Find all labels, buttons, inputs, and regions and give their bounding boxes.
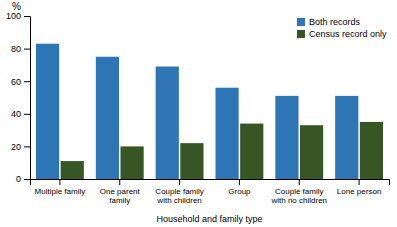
tick-label: Multiple family — [35, 187, 86, 196]
tick-label-line: Multiple family — [35, 187, 86, 196]
tick-label-line: One parent — [100, 187, 141, 196]
tick-mark — [24, 16, 30, 17]
bar — [275, 96, 298, 179]
legend-swatch — [297, 30, 305, 38]
tick-mark — [359, 179, 360, 185]
tick: One parentfamily — [100, 179, 141, 205]
tick: Multiple family — [35, 179, 86, 196]
tick: 80 — [11, 44, 30, 54]
x-axis-title: Household and family type — [156, 214, 262, 224]
legend-item: Census record only — [297, 29, 387, 39]
tick-label-line: with no children — [270, 196, 327, 205]
bar — [36, 44, 59, 179]
bar — [96, 57, 119, 179]
tick-mark — [299, 179, 300, 185]
tick-label: 60 — [11, 77, 21, 87]
tick-label: 0 — [16, 174, 21, 184]
tick-mark — [24, 179, 30, 180]
tick-label: One parentfamily — [100, 187, 141, 205]
tick-label: Lone person — [337, 187, 381, 196]
tick-label: 80 — [11, 44, 21, 54]
bar — [335, 96, 358, 179]
tick-label: 40 — [11, 109, 21, 119]
tick-label: 100 — [6, 11, 21, 21]
tick: 100 — [6, 11, 30, 21]
tick-label-line: Lone person — [337, 187, 381, 196]
chart: 0 20 40 60 80 100 Multiple family One parentfam… — [0, 0, 397, 227]
tick: Lone person — [337, 179, 381, 196]
legend-item: Both records — [297, 17, 361, 27]
bar — [180, 143, 203, 179]
bar — [215, 88, 238, 179]
legend: Both records Census record only — [297, 17, 387, 39]
tick-mark — [24, 49, 30, 50]
plot: 0 20 40 60 80 100 Multiple family One parentfam… — [6, 11, 390, 205]
tick-mark — [119, 179, 120, 185]
legend-label: Both records — [309, 17, 361, 27]
tick-mark — [24, 114, 30, 115]
legend-swatch — [297, 18, 305, 26]
tick-label-line: Couple family — [155, 187, 203, 196]
x-axis: Multiple family One parentfamily Couple fa… — [31, 179, 390, 205]
tick-mark — [24, 146, 30, 147]
tick-mark — [239, 179, 240, 185]
tick-label: Couple familywith children — [155, 187, 203, 205]
tick-label-line: family — [109, 196, 130, 205]
y-axis-title: % — [12, 1, 21, 12]
tick-label-line: Couple family — [275, 187, 323, 196]
legend-label: Census record only — [309, 29, 387, 39]
tick-mark — [24, 81, 30, 82]
tick-mark — [59, 179, 60, 185]
tick-mark — [179, 179, 180, 185]
bar — [300, 125, 323, 179]
tick: Group — [228, 179, 251, 196]
bar — [120, 146, 143, 179]
bar — [61, 161, 84, 179]
axis-line — [24, 17, 31, 180]
tick: 0 — [16, 174, 30, 184]
tick: 20 — [11, 142, 30, 152]
y-axis: 0 20 40 60 80 100 — [6, 11, 31, 184]
tick: Couple familywith no children — [270, 179, 327, 205]
tick-label: Group — [228, 187, 251, 196]
tick-label-line: with children — [156, 196, 201, 205]
tick-label-line: Group — [228, 187, 251, 196]
tick: Couple familywith children — [155, 179, 203, 205]
bars — [36, 44, 383, 179]
tick: 40 — [11, 109, 30, 119]
tick: 60 — [11, 77, 30, 87]
bar — [360, 122, 383, 179]
bar — [240, 124, 263, 179]
bar — [156, 67, 179, 179]
axis-line — [31, 180, 390, 186]
tick-label: 20 — [11, 142, 21, 152]
tick-label: Couple familywith no children — [270, 187, 327, 205]
